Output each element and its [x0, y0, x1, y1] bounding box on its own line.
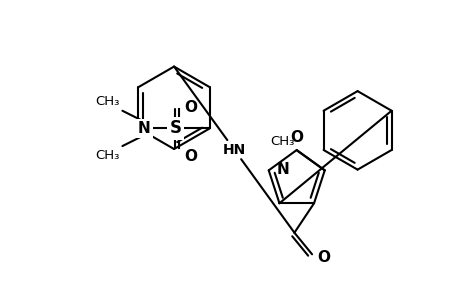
- Text: O: O: [184, 100, 197, 115]
- Text: O: O: [290, 130, 302, 145]
- Text: CH₃: CH₃: [95, 149, 119, 162]
- Text: CH₃: CH₃: [95, 95, 119, 108]
- Text: HN: HN: [222, 142, 245, 157]
- Text: CH₃: CH₃: [269, 135, 294, 148]
- Text: N: N: [276, 162, 289, 177]
- Text: O: O: [316, 250, 329, 265]
- Text: N: N: [137, 121, 150, 136]
- Text: O: O: [184, 149, 197, 164]
- Text: S: S: [169, 119, 181, 137]
